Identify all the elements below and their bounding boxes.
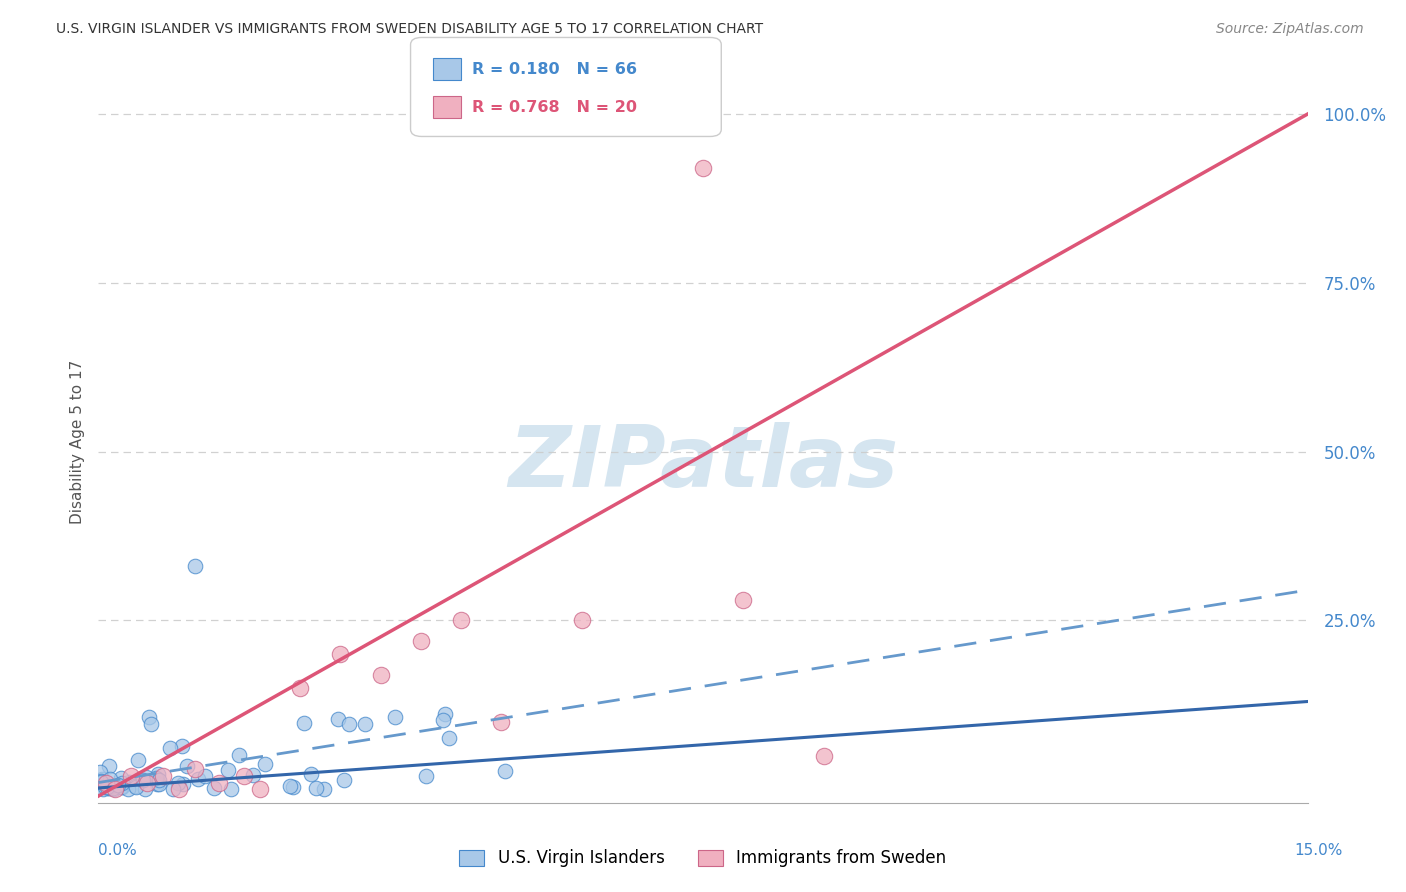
Point xyxy=(131,773,153,788)
Point xyxy=(96,775,118,789)
Point xyxy=(305,781,328,796)
Text: R = 0.768   N = 20: R = 0.768 N = 20 xyxy=(472,100,637,115)
Point xyxy=(94,780,117,794)
Point xyxy=(254,756,277,771)
Point xyxy=(314,781,336,796)
Point xyxy=(100,772,122,787)
Point xyxy=(110,780,132,794)
Point xyxy=(184,762,207,776)
Point xyxy=(491,714,513,729)
Point xyxy=(141,717,163,731)
Point xyxy=(354,716,377,731)
Point xyxy=(159,740,181,755)
Point xyxy=(167,782,190,797)
Point xyxy=(332,773,354,788)
Point xyxy=(217,764,239,778)
Point xyxy=(326,712,349,726)
Text: R = 0.180   N = 66: R = 0.180 N = 66 xyxy=(472,62,637,77)
Point xyxy=(219,781,242,796)
Point xyxy=(184,559,207,574)
Point xyxy=(187,772,209,787)
Point xyxy=(100,780,122,794)
Point xyxy=(103,782,125,797)
Point xyxy=(162,781,184,796)
Point xyxy=(138,710,160,724)
Point xyxy=(91,772,114,787)
Point xyxy=(415,769,437,783)
Point xyxy=(98,780,121,795)
Point xyxy=(101,780,124,795)
Point xyxy=(299,767,322,781)
Point xyxy=(434,706,457,721)
Point xyxy=(494,764,516,778)
Point xyxy=(146,777,169,791)
Text: 0.0%: 0.0% xyxy=(98,843,138,858)
Point xyxy=(111,780,134,794)
Point xyxy=(813,748,835,763)
Point xyxy=(124,780,146,794)
Point xyxy=(148,777,170,791)
Point xyxy=(232,769,254,783)
Point xyxy=(146,767,169,781)
Point xyxy=(409,633,432,648)
Point xyxy=(103,782,125,797)
Point xyxy=(242,767,264,781)
Point xyxy=(152,769,174,783)
Point xyxy=(202,780,225,795)
Text: Source: ZipAtlas.com: Source: ZipAtlas.com xyxy=(1216,22,1364,37)
Point xyxy=(176,759,198,773)
Point xyxy=(120,769,142,783)
Point xyxy=(134,782,156,797)
Point xyxy=(194,769,217,783)
Point xyxy=(292,716,315,731)
Point xyxy=(111,775,134,789)
Point xyxy=(90,775,112,789)
Point xyxy=(208,775,231,789)
Point xyxy=(571,614,593,628)
Point xyxy=(110,772,132,786)
Point xyxy=(172,777,194,791)
Point xyxy=(118,775,141,789)
Point xyxy=(98,758,121,772)
Point xyxy=(281,780,304,794)
Point xyxy=(692,161,714,175)
Point xyxy=(148,773,170,788)
Point xyxy=(384,709,406,723)
Text: 15.0%: 15.0% xyxy=(1295,843,1343,858)
Point xyxy=(432,713,454,727)
Point xyxy=(96,780,118,794)
Text: ZIPatlas: ZIPatlas xyxy=(508,422,898,505)
Point xyxy=(127,753,149,767)
Point xyxy=(370,667,392,681)
Point xyxy=(288,681,311,695)
Point xyxy=(172,739,194,753)
Point xyxy=(91,781,114,796)
Point xyxy=(117,781,139,796)
Point xyxy=(329,647,352,661)
Point xyxy=(450,614,472,628)
Point xyxy=(145,771,167,785)
Point xyxy=(135,771,157,785)
Point xyxy=(733,593,755,607)
Point xyxy=(125,780,148,794)
Point xyxy=(439,731,461,745)
Point xyxy=(90,774,112,789)
Point xyxy=(228,747,250,762)
Y-axis label: Disability Age 5 to 17: Disability Age 5 to 17 xyxy=(69,359,84,524)
Point xyxy=(89,765,111,780)
Point xyxy=(166,776,188,790)
Point xyxy=(135,775,157,789)
Point xyxy=(97,781,120,796)
Point xyxy=(107,778,129,792)
Point xyxy=(249,782,271,797)
Text: U.S. VIRGIN ISLANDER VS IMMIGRANTS FROM SWEDEN DISABILITY AGE 5 TO 17 CORRELATIO: U.S. VIRGIN ISLANDER VS IMMIGRANTS FROM … xyxy=(56,22,763,37)
Point xyxy=(339,717,361,731)
Point xyxy=(278,779,301,793)
Point xyxy=(100,779,122,793)
Legend: U.S. Virgin Islanders, Immigrants from Sweden: U.S. Virgin Islanders, Immigrants from S… xyxy=(453,843,953,874)
